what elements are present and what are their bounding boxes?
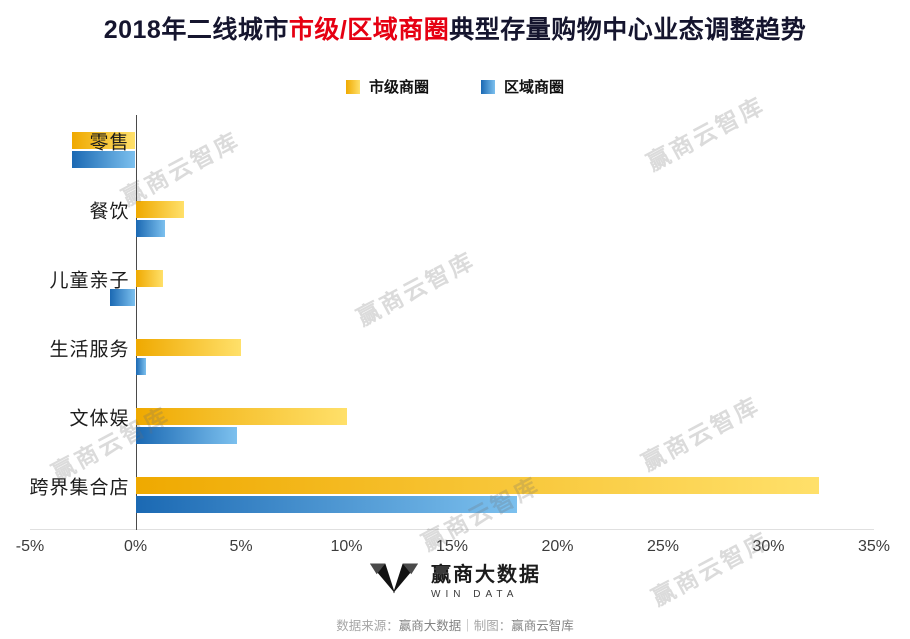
maker-label: 制图：: [473, 619, 512, 633]
data-source-note: 数据来源：赢商大数据｜制图：赢商云智库: [0, 615, 910, 634]
bar-city-life-service: [135, 338, 241, 356]
category-label-kids: 儿童亲子: [49, 270, 130, 291]
brand-text: 赢商大数据 WIN DATA: [431, 558, 541, 600]
bar-district-life-service: [135, 357, 147, 375]
category-label-crossover-store: 跨界集合店: [29, 477, 130, 498]
bar-district-retail: [72, 150, 136, 168]
bar-city-culture-ent: [135, 407, 347, 425]
legend-item-city-circle: 市级商圈: [345, 76, 429, 97]
x-tick-label-35: 35%: [857, 538, 891, 555]
x-tick-label-25: 25%: [646, 538, 680, 555]
category-label-food: 餐饮: [89, 201, 130, 222]
x-tick-label-10: 10%: [330, 538, 363, 555]
x-tick-label-15: 15%: [435, 538, 469, 555]
category-label-culture-ent: 文体娱: [69, 408, 130, 429]
bar-district-crossover-store: [135, 495, 518, 513]
x-tick-label-0: 0%: [123, 538, 148, 555]
legend-swatch-district-circle: [481, 79, 495, 94]
x-tick-label-30: 30%: [752, 538, 785, 555]
bar-district-culture-ent: [135, 426, 237, 444]
maker-value: 赢商云智库: [511, 619, 574, 633]
zero-axis-line: [135, 115, 137, 530]
x-tick-label-20: 20%: [541, 538, 574, 555]
plot-area: 零售餐饮儿童亲子生活服务文体娱跨界集合店: [29, 115, 874, 530]
bar-city-food: [135, 200, 185, 218]
bar-city-crossover-store: [135, 476, 820, 494]
page-title: 2018年二线城市市级/区域商圈典型存量购物中心业态调整趋势: [0, 10, 910, 46]
legend-label-city-circle: 市级商圈: [368, 79, 429, 96]
chart-legend: 市级商圈 区域商圈: [0, 76, 910, 97]
x-axis: -5% 0% 5% 10% 15% 20% 25% 30% 35%: [16, 538, 890, 560]
title-prefix: 2018年二线城市: [103, 16, 289, 44]
footer-brand: 赢商大数据 WIN DATA: [0, 558, 910, 600]
legend-label-district-circle: 区域商圈: [504, 79, 565, 96]
brand-name: 赢商大数据: [431, 564, 541, 586]
category-label-retail: 零售: [89, 132, 130, 153]
legend-item-district-circle: 区域商圈: [481, 76, 564, 97]
source-value: 赢商大数据: [398, 619, 462, 633]
bar-district-kids: [110, 288, 136, 306]
bar-city-retail: [72, 131, 136, 149]
title-highlight: 市级/区域商圈: [288, 16, 450, 44]
bar-city-kids: [135, 269, 163, 287]
x-tick-label--5: -5%: [15, 538, 45, 555]
x-tick-label-5: 5%: [229, 538, 253, 555]
bar-district-food: [135, 219, 166, 237]
source-divider: ｜: [461, 619, 474, 633]
legend-swatch-city-circle: [345, 79, 360, 94]
source-label: 数据来源：: [336, 619, 399, 633]
brand-subtitle: WIN DATA: [431, 589, 519, 600]
windata-logo-icon: [369, 563, 419, 594]
category-label-life-service: 生活服务: [49, 339, 130, 360]
title-suffix: 典型存量购物中心业态调整趋势: [449, 16, 807, 44]
